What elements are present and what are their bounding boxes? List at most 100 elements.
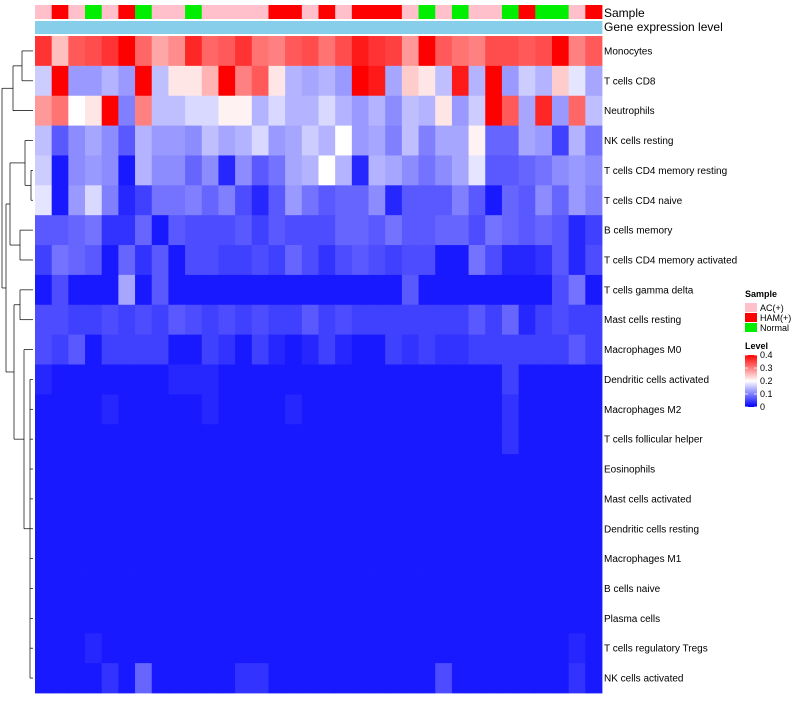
heatmap-cell bbox=[185, 573, 203, 604]
legend-sample-swatch bbox=[745, 313, 757, 322]
heatmap-cell bbox=[501, 513, 520, 545]
heatmap-cell bbox=[185, 364, 203, 395]
heatmap-cell bbox=[485, 663, 503, 694]
heatmap-cell bbox=[435, 513, 453, 545]
gene-expression-cell bbox=[468, 21, 486, 34]
gene-expression-cell bbox=[551, 21, 570, 34]
heatmap-cell bbox=[451, 125, 469, 156]
row-label: Plasma cells bbox=[604, 614, 660, 625]
heatmap-cell bbox=[468, 633, 486, 664]
heatmap-cell bbox=[435, 304, 453, 336]
heatmap-cell bbox=[351, 36, 369, 67]
heatmap-cell bbox=[285, 633, 303, 664]
heatmap-cell bbox=[535, 274, 553, 306]
sample-annotation-title: Sample bbox=[604, 6, 645, 20]
heatmap-cell bbox=[218, 304, 236, 336]
heatmap-cell bbox=[301, 95, 319, 126]
heatmap-cell bbox=[568, 633, 586, 664]
heatmap-cell bbox=[35, 155, 53, 186]
sample-annotation-cell bbox=[585, 5, 603, 19]
heatmap-cell bbox=[418, 125, 436, 156]
heatmap-cell bbox=[135, 274, 153, 306]
heatmap-cell bbox=[185, 125, 203, 156]
heatmap-cell bbox=[135, 543, 153, 574]
heatmap-cell bbox=[435, 543, 453, 574]
heatmap-cell bbox=[551, 65, 570, 97]
heatmap-cell bbox=[251, 573, 269, 604]
heatmap-cell bbox=[285, 36, 303, 67]
heatmap-cell bbox=[251, 394, 269, 425]
heatmap-cell bbox=[168, 304, 186, 336]
heatmap-cell bbox=[85, 543, 103, 574]
heatmap-cell bbox=[401, 424, 419, 455]
heatmap-cell bbox=[218, 364, 236, 395]
heatmap-cell bbox=[401, 663, 419, 694]
row-label: Macrophages M2 bbox=[604, 405, 682, 416]
sample-annotation-cell bbox=[185, 5, 203, 19]
heatmap-cell bbox=[301, 513, 319, 545]
sample-annotation-cell bbox=[568, 5, 586, 19]
heatmap-cell bbox=[68, 215, 86, 246]
gene-expression-cell bbox=[535, 21, 553, 34]
heatmap-cell bbox=[68, 334, 86, 365]
sample-annotation-cell bbox=[301, 5, 319, 19]
heatmap-cell bbox=[201, 543, 219, 574]
heatmap-cell bbox=[318, 185, 336, 216]
heatmap-cell bbox=[51, 633, 69, 664]
heatmap-cell bbox=[368, 513, 386, 545]
heatmap-cell bbox=[568, 394, 586, 425]
sample-annotation-cell bbox=[218, 5, 236, 19]
heatmap-cell bbox=[551, 245, 570, 276]
heatmap-cell bbox=[118, 274, 136, 306]
heatmap-cell bbox=[385, 215, 403, 246]
heatmap-cell bbox=[318, 424, 336, 455]
sample-annotation-cell bbox=[51, 5, 69, 19]
heatmap-cell bbox=[118, 573, 136, 604]
heatmap-cell bbox=[201, 424, 219, 455]
heatmap-cell bbox=[568, 334, 586, 365]
heatmap-cell bbox=[318, 304, 336, 336]
heatmap-cell bbox=[435, 155, 453, 186]
sample-annotation-cell bbox=[435, 5, 453, 19]
heatmap-cell bbox=[218, 245, 236, 276]
heatmap-cell bbox=[251, 543, 269, 574]
heatmap-cell bbox=[35, 95, 53, 126]
heatmap-cell bbox=[551, 603, 570, 634]
sample-annotation-cell bbox=[101, 5, 119, 19]
heatmap-cell bbox=[568, 513, 586, 545]
heatmap-cell bbox=[585, 36, 603, 67]
legend-sample-label: Normal bbox=[760, 323, 789, 333]
legend-level-ticks: 0.4 0.3 0.2 0.1 0 bbox=[745, 350, 773, 412]
heatmap-cell bbox=[385, 36, 403, 67]
row-label: T cells CD4 naive bbox=[604, 196, 683, 207]
heatmap-cell bbox=[68, 125, 86, 156]
heatmap-cell bbox=[85, 304, 103, 336]
heatmap-cell bbox=[468, 125, 486, 156]
heatmap-cell bbox=[268, 304, 286, 336]
heatmap-cell bbox=[268, 454, 286, 485]
heatmap-cell bbox=[85, 125, 103, 156]
heatmap-cell bbox=[118, 304, 136, 336]
heatmap-cell bbox=[218, 573, 236, 604]
heatmap-cell bbox=[168, 125, 186, 156]
heatmap-cell bbox=[251, 513, 269, 545]
heatmap-cell bbox=[468, 304, 486, 336]
heatmap-cell bbox=[585, 274, 603, 306]
heatmap-cell bbox=[301, 185, 319, 216]
heatmap-cell bbox=[551, 215, 570, 246]
heatmap-cell bbox=[485, 364, 503, 395]
heatmap-cell bbox=[168, 95, 186, 126]
heatmap-cell bbox=[168, 364, 186, 395]
heatmap-cell bbox=[568, 95, 586, 126]
heatmap-cell bbox=[218, 633, 236, 664]
heatmap-cell bbox=[118, 334, 136, 365]
heatmap-cell bbox=[418, 603, 436, 634]
heatmap-cell bbox=[268, 65, 286, 97]
heatmap-cell bbox=[401, 65, 419, 97]
row-label: Mast cells activated bbox=[604, 494, 691, 505]
heatmap-cell bbox=[118, 454, 136, 485]
heatmap-cell bbox=[268, 513, 286, 545]
heatmap-cell bbox=[568, 36, 586, 67]
heatmap-cell bbox=[418, 215, 436, 246]
heatmap-cells bbox=[35, 36, 603, 694]
